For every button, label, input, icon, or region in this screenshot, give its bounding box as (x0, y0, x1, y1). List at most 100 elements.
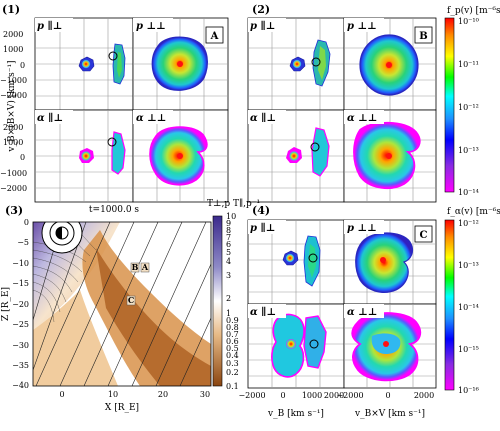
ytick: 0 (20, 153, 25, 162)
colorbar-alpha-label: f_α(v) [m⁻⁶s³] (447, 206, 500, 217)
ytick: 0 (20, 61, 25, 70)
ytick: −30 (12, 341, 29, 350)
vdf-panel-title: α ⊥⊥ (347, 307, 377, 318)
map-yaxis: 0 −5 −10 −15 −20 −25 −30 −35 −40 Z [R_E] (1, 218, 29, 390)
vdf-panel-title: α ⊥⊥ (136, 113, 166, 124)
xtick: 0 (280, 391, 285, 400)
colorbar-tick: 2 (226, 294, 231, 303)
group-4-xaxis: −2000 0 1000 2000 −2000 0 2000 v_B [km s… (238, 391, 434, 419)
xtick: 2000 (324, 391, 344, 400)
colorbar-tick: 10⁻¹⁴ (458, 188, 479, 197)
colorbar-tick: 0.5 (226, 344, 239, 353)
colorbar-tick: 6 (226, 240, 231, 249)
ytick: −20 (12, 300, 29, 309)
ytick: 0 (24, 218, 29, 227)
colorbar-tick: 0.9 (226, 316, 239, 325)
panel-label-3: (3) (5, 204, 23, 217)
vdf-panel-4-a-par: α ∥⊥ (247, 303, 345, 389)
colorbar-tick: 5 (226, 248, 231, 257)
vdf-panel-title: p ∥⊥ (250, 222, 275, 234)
point-letter-B: B (419, 31, 427, 42)
vdf-panel-title: p ⊥⊥ (347, 21, 377, 32)
panel-label-2: (2) (252, 3, 270, 16)
group-1-yaxis: 2000 1000 0 −1000 −2000 2000 1000 0 −100… (0, 30, 27, 193)
colorbar-tick: 9 (226, 219, 231, 228)
colorbar-anisotropy-label: T⊥,p T∥,p⁻¹ (207, 198, 260, 209)
ytick: −15 (12, 279, 29, 288)
vdf-panel-1-a-perp: α ⊥⊥ (132, 109, 229, 203)
colorbar-tick: 4 (226, 257, 231, 266)
map-ylabel: Z [R_E] (1, 287, 11, 321)
ytick: −2000 (0, 184, 27, 193)
colorbar-p-label: f_p(v) [m⁻⁶s³] (447, 5, 500, 16)
colorbar-tick: 0.8 (226, 323, 239, 332)
ytick: −2000 (0, 91, 27, 100)
colorbar-tick: 10⁻¹² (458, 219, 479, 228)
vdf-panel-4-a-perp: α ⊥⊥ (343, 303, 437, 389)
ytick: −1000 (0, 169, 27, 178)
vdf-xlabel-left: v_B [km s⁻¹] (267, 409, 324, 419)
ytick: −1000 (0, 76, 27, 85)
group-1: (1) 2000 1000 0 −1000 −2000 2000 1000 0 … (0, 3, 229, 203)
xtick: −2000 (336, 391, 363, 400)
ytick: −10 (12, 259, 29, 268)
map-xaxis: 0 10 20 30 X [R_E] (59, 390, 210, 413)
colorbar-anisotropy: T⊥,p T∥,p⁻¹ 10 9 8 7 6 5 4 3 2 1 0.9 0.8… (207, 198, 260, 391)
colorbar-tick: 0.4 (226, 351, 239, 360)
colorbar-tick: 7 (226, 233, 231, 242)
vdf-panel-1-p-perp: p ⊥⊥ A (132, 17, 229, 111)
ytick: 2000 (3, 123, 23, 132)
vdf-panel-title: p ∥⊥ (250, 20, 275, 32)
panel-label-4: (4) (252, 204, 270, 217)
ytick: 2000 (3, 30, 23, 39)
map-xlabel: X [R_E] (105, 403, 139, 413)
colorbar-tick: 10⁻¹⁰ (458, 17, 479, 26)
colorbar-tick: 1 (226, 309, 231, 318)
group-4: (4) p ∥⊥ p ⊥⊥ C (238, 204, 437, 419)
xtick: 30 (200, 390, 210, 399)
map-panel-3: (3) t=1000.0 s (1, 198, 260, 413)
vdf-panel-title: α ∥⊥ (250, 306, 276, 318)
colorbar-tick: 0.3 (226, 359, 239, 368)
colorbar-tick: 10⁻¹³ (458, 146, 479, 155)
vdf-panel-1-p-par: p ∥⊥ (34, 17, 134, 111)
map-point-B: B (132, 262, 139, 272)
vdf-panel-2-p-par: p ∥⊥ (247, 17, 345, 111)
vdf-panel-2-a-perp: α ⊥⊥ (343, 109, 437, 203)
xtick: 1000 (302, 391, 322, 400)
vdf-panel-title: p ⊥⊥ (347, 223, 377, 234)
vdf-xlabel-right: v_B×V [km s⁻¹] (354, 409, 425, 419)
xtick: −2000 (238, 391, 265, 400)
group-2: (2) p ∥⊥ p ⊥⊥ B (247, 3, 437, 203)
ytick: 1000 (3, 138, 23, 147)
vdf-panel-1-a-par: α ∥⊥ (34, 109, 134, 203)
colorbar-tick: 8 (226, 226, 231, 235)
colorbar-tick: 3 (226, 271, 231, 280)
map-point-C: C (128, 295, 134, 305)
ytick: −5 (17, 238, 29, 247)
vdf-panel-4-p-par: p ∥⊥ (247, 219, 345, 305)
vdf-panel-title: α ∥⊥ (37, 112, 63, 124)
map-point-A: A (141, 262, 149, 272)
vdf-panel-title: α ⊥⊥ (347, 113, 377, 124)
map-time-label: t=1000.0 s (89, 205, 140, 215)
vdf-panel-2-p-perp: p ⊥⊥ B (343, 17, 437, 111)
vdf-panel-title: p ∥⊥ (37, 20, 62, 32)
panel-label-1: (1) (2, 3, 20, 16)
colorbar-tick: 10⁻¹⁵ (458, 345, 479, 354)
colorbar-tick: 10 (226, 212, 236, 221)
point-letter-C: C (420, 230, 428, 241)
colorbar-tick: 10⁻¹⁶ (458, 386, 479, 395)
colorbar-p: f_p(v) [m⁻⁶s³] 10⁻¹⁰ 10⁻¹¹ 10⁻¹² 10⁻¹³ 1… (444, 5, 500, 197)
vdf-panel-2-a-par: α ∥⊥ (247, 109, 345, 203)
point-letter-A: A (210, 31, 219, 42)
colorbar-alpha: f_α(v) [m⁻⁶s³] 10⁻¹² 10⁻¹³ 10⁻¹⁴ 10⁻¹⁵ 1… (444, 206, 500, 395)
ytick: −40 (12, 381, 29, 390)
colorbar-tick: 10⁻¹³ (458, 261, 479, 270)
colorbar-tick: 10⁻¹² (458, 103, 479, 112)
vdf-ylabel: v_B×(B×V) [km s⁻¹] (6, 60, 17, 152)
xtick: 20 (158, 390, 168, 399)
vdf-panel-title: α ∥⊥ (250, 112, 276, 124)
ytick: 1000 (3, 45, 23, 54)
